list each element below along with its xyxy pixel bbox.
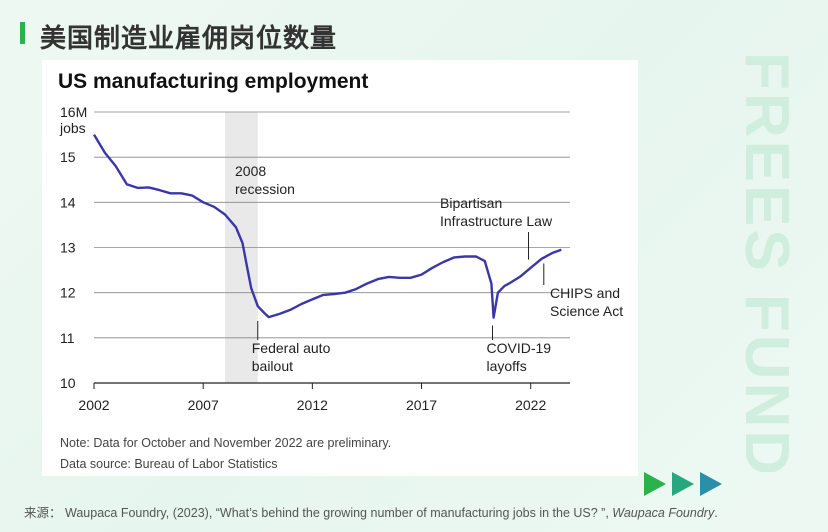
annotation-label: Infrastructure Law [440,213,553,229]
recession-label: 2008 [235,163,266,179]
chart-note: Data source: Bureau of Labor Statistics [60,457,277,471]
x-tick-label: 2022 [515,397,546,413]
x-tick-label: 2007 [188,397,219,413]
chart-title: US manufacturing employment [58,70,368,93]
chart-card: US manufacturing employment 2008 recession… [42,60,638,476]
y-tick-label: 13 [60,240,76,256]
annotation-label: Federal auto [252,340,331,356]
y-tick-label: 12 [60,285,76,301]
source-end: . [714,506,718,520]
y-unit-label: jobs [59,120,86,136]
source-italic: Waupaca Foundry [612,506,715,520]
arrow-icon-2 [672,472,694,496]
y-tick-label: 15 [60,149,76,165]
arrow-icon-1 [644,472,666,496]
employment-line [92,133,562,319]
annotation-label: Science Act [550,303,623,319]
y-tick-label: 10 [60,375,76,391]
annotation-label: COVID-19 [486,340,551,356]
recession-label: recession [235,181,295,197]
y-tick-label: 14 [60,194,76,210]
page-title: 美国制造业雇佣岗位数量 [40,24,338,54]
annotation-label: layoffs [486,358,526,374]
arrow-icon-3 [700,472,722,496]
x-tick-label: 2017 [406,397,437,413]
title-accent-bar [20,22,25,44]
annotation-label: bailout [252,358,293,374]
source-text: Waupaca Foundry, (2023), “What’s behind … [65,506,613,520]
x-tick-label: 2012 [297,397,328,413]
watermark: FREES FUND [732,52,801,472]
source-prefix: 来源： [24,506,62,520]
watermark-text: FREES FUND [732,52,801,472]
line-chart: US manufacturing employment 2008 recession… [58,70,623,471]
next-arrows-icon [644,472,722,496]
annotation-label: Bipartisan [440,195,502,211]
source-citation: 来源： Waupaca Foundry, (2023), “What’s beh… [24,502,718,521]
annotation-label: CHIPS and [550,285,620,301]
y-tick-label: 11 [60,330,75,346]
y-tick-label: 16M [60,104,87,120]
x-tick-label: 2002 [78,397,109,413]
chart-note: Note: Data for October and November 2022… [60,436,391,450]
